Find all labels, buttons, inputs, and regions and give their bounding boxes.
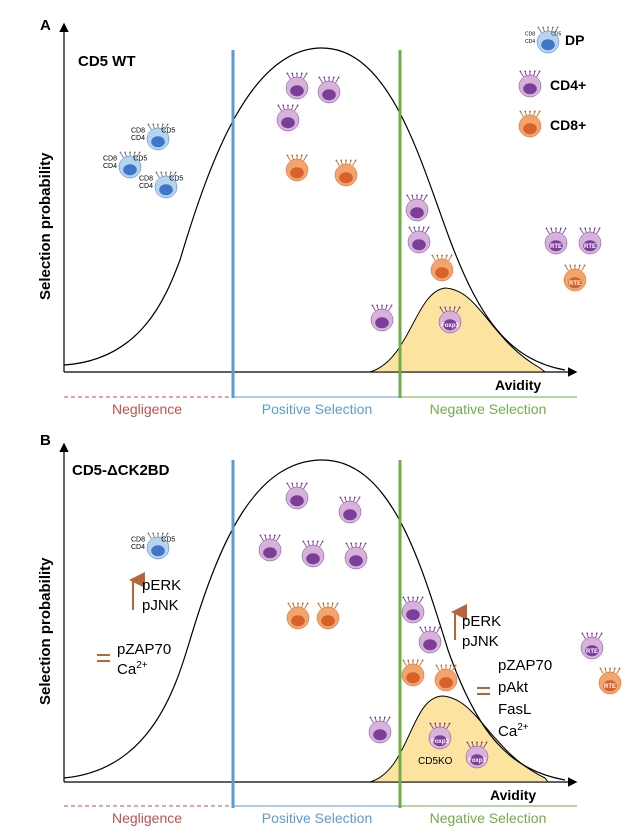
cd5ko-label: CD5KO xyxy=(418,756,453,767)
legend-cd4-label: CD4+ xyxy=(550,77,586,93)
right-eq-fasl: FasL xyxy=(498,701,531,718)
cd8-cell-icon xyxy=(334,159,358,187)
cd8-cell-icon xyxy=(518,110,542,138)
panel-b-ylabel: Selection probability xyxy=(37,557,54,705)
cd4-marker-label: CD4 xyxy=(131,135,145,142)
right-equals-icon xyxy=(477,687,490,695)
cd8-cell-icon xyxy=(434,664,458,692)
cell-label: RTE xyxy=(584,244,596,250)
cd4-cell-icon xyxy=(276,104,300,132)
cd5-marker-label: CD5 xyxy=(133,155,147,162)
cd4-marker-label: CD4 xyxy=(525,39,535,45)
cd8-marker-label: CD8 xyxy=(139,175,153,182)
panel-a-xlabel: Avidity xyxy=(495,377,541,393)
cd8-cell-icon xyxy=(316,602,340,630)
cell-label: Foxp3 xyxy=(468,758,486,764)
cell-label: RTE xyxy=(586,649,598,655)
cd8-marker-label: CD8 xyxy=(131,127,145,134)
cd4-cell-icon: RTE xyxy=(544,227,568,255)
panel-a-selection-curve xyxy=(63,47,566,371)
cd4-cell-icon: Foxp3 xyxy=(438,306,462,334)
panel-b-selection-curve xyxy=(63,459,566,781)
cd8-marker-label: CD8 xyxy=(131,536,145,543)
cd4-cell-icon xyxy=(344,542,368,570)
cd4-cell-icon: RTE xyxy=(578,227,602,255)
cd4-cell-icon xyxy=(370,304,394,332)
cell-label: RTE xyxy=(550,244,562,250)
left-eq-ca: Ca2+ xyxy=(117,660,148,678)
left-eq-pzap70: pZAP70 xyxy=(117,641,171,658)
dp-cell-icon: CD8 CD5 CD4 xyxy=(131,532,175,560)
cd4-marker-label: CD4 xyxy=(139,183,153,190)
cd4-cell-icon xyxy=(401,596,425,624)
cd4-cell-icon xyxy=(301,540,325,568)
cd4-cell-icon: Foxp3 xyxy=(428,722,452,750)
dp-cell-icon: CD8 CD5 CD4 xyxy=(103,151,147,179)
cd4-cell-icon xyxy=(368,716,392,744)
cd4-cell-icon xyxy=(518,70,542,98)
dp-cell-icon: CD8 CD5 CD4 xyxy=(131,123,175,151)
legend-dp-label: DP xyxy=(565,32,584,48)
cd4-cell-icon xyxy=(285,482,309,510)
cd4-cell-icon: RTE xyxy=(580,632,604,660)
cell-label: Foxp3 xyxy=(431,739,449,745)
right-eq-ca: Ca2+ xyxy=(498,722,529,740)
panel-b: B CD5-ΔCK2BD Selection probability Avidi… xyxy=(37,432,622,826)
panel-b-zone-positive: Positive Selection xyxy=(262,810,373,826)
left-up-pjnk: pJNK xyxy=(142,597,179,614)
panel-a: A CD5 WT Selection probability Avidity N… xyxy=(37,17,602,417)
cd4-cell-icon: Foxp3 xyxy=(465,741,489,769)
right-eq-pzap70: pZAP70 xyxy=(498,657,552,674)
right-up-perk: pERK xyxy=(462,613,501,630)
cd5-marker-label: CD5 xyxy=(161,536,175,543)
panel-b-zone-negative: Negative Selection xyxy=(430,810,547,826)
cd8-marker-label: CD8 xyxy=(103,155,117,162)
cd5-marker-label: CD5 xyxy=(169,175,183,182)
cd8-cell-icon xyxy=(430,254,454,282)
panel-b-xlabel: Avidity xyxy=(490,787,536,803)
cd8-cell-icon xyxy=(401,659,425,687)
left-equals-icon xyxy=(97,654,110,662)
panel-a-title: CD5 WT xyxy=(78,53,136,70)
left-up-perk: pERK xyxy=(142,577,181,594)
cd4-cell-icon xyxy=(418,626,442,654)
panel-a-zone-positive: Positive Selection xyxy=(262,401,373,417)
cd5-marker-label: CD5 xyxy=(161,127,175,134)
panel-a-zone-negligence: Negligence xyxy=(112,401,182,417)
cell-label: RTE xyxy=(569,281,581,287)
panel-b-letter: B xyxy=(40,432,51,449)
right-up-pjnk: pJNK xyxy=(462,633,499,650)
right-eq-pakt: pAkt xyxy=(498,679,529,696)
panel-a-zone-negative: Negative Selection xyxy=(430,401,547,417)
dp-cell-icon: CD8 CD5 CD4 xyxy=(525,26,562,54)
cd8-cell-icon xyxy=(285,154,309,182)
cd4-cell-icon xyxy=(317,76,341,104)
cd8-cell-icon xyxy=(286,602,310,630)
cd4-cell-icon xyxy=(285,72,309,100)
cd8-cell-icon: RTE xyxy=(598,667,622,695)
panel-b-zone-negligence: Negligence xyxy=(112,810,182,826)
cd4-cell-icon xyxy=(405,194,429,222)
panel-a-ylabel: Selection probability xyxy=(37,152,54,300)
cd8-cell-icon: RTE xyxy=(563,264,587,292)
panel-b-title: CD5-ΔCK2BD xyxy=(72,462,170,479)
cell-label: Foxp3 xyxy=(441,323,459,329)
dp-cell-icon: CD8 CD5 CD4 xyxy=(139,171,183,199)
cd4-cell-icon xyxy=(338,496,362,524)
panel-a-letter: A xyxy=(40,17,51,34)
cd5-marker-label: CD5 xyxy=(551,31,561,37)
cd4-cell-icon xyxy=(407,226,431,254)
cd4-marker-label: CD4 xyxy=(103,163,117,170)
cd8-marker-label: CD8 xyxy=(525,31,535,37)
legend-cd8-label: CD8+ xyxy=(550,117,586,133)
cd4-marker-label: CD4 xyxy=(131,544,145,551)
cd4-cell-icon xyxy=(258,534,282,562)
cell-label: RTE xyxy=(604,684,616,690)
